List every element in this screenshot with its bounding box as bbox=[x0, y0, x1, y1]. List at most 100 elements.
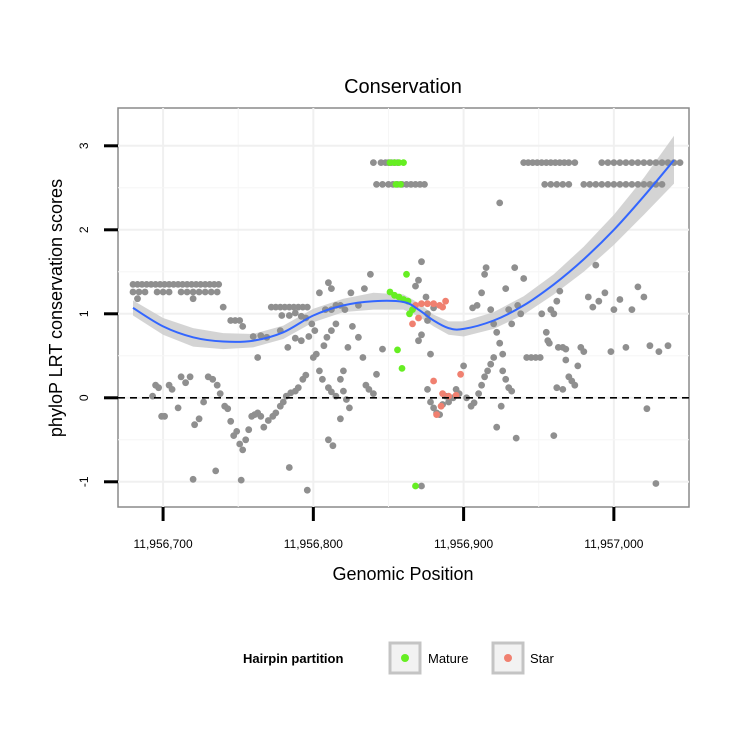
point-other bbox=[328, 327, 335, 334]
point-other bbox=[367, 270, 374, 278]
point-other bbox=[248, 412, 256, 420]
point-other bbox=[344, 344, 352, 351]
point-other bbox=[418, 482, 425, 490]
x-tick-label: 11,957,000 bbox=[584, 537, 643, 551]
point-other bbox=[141, 288, 149, 296]
point-other bbox=[325, 436, 332, 444]
x-tick-label: 11,956,700 bbox=[133, 537, 192, 551]
point-other bbox=[230, 432, 238, 439]
point-other bbox=[359, 354, 367, 361]
point-other bbox=[622, 181, 630, 188]
legend-label-mature: Mature bbox=[428, 651, 468, 666]
point-other bbox=[299, 375, 307, 383]
point-mature bbox=[400, 159, 407, 167]
point-other bbox=[571, 381, 579, 389]
point-other bbox=[257, 332, 265, 339]
legend-swatch-star bbox=[504, 654, 512, 662]
point-other bbox=[547, 181, 555, 188]
point-other bbox=[478, 381, 485, 389]
point-other bbox=[424, 317, 431, 324]
point-other bbox=[269, 412, 277, 420]
point-other bbox=[497, 402, 505, 410]
point-other bbox=[499, 367, 507, 375]
point-other bbox=[499, 350, 507, 358]
point-other bbox=[565, 181, 573, 188]
point-other bbox=[347, 289, 355, 297]
point-other bbox=[254, 354, 262, 361]
point-other bbox=[195, 415, 203, 423]
x-axis: 11,956,700 11,956,800 11,956,900 11,957,000 bbox=[133, 507, 644, 551]
point-other bbox=[481, 270, 488, 278]
point-other bbox=[328, 285, 335, 292]
point-other bbox=[610, 181, 618, 188]
smooth-line-layer bbox=[132, 159, 675, 343]
point-other bbox=[541, 181, 549, 188]
point-other bbox=[592, 261, 600, 269]
point-other bbox=[640, 181, 648, 188]
point-other bbox=[204, 373, 212, 381]
point-other bbox=[418, 258, 425, 266]
point-other bbox=[189, 475, 197, 483]
point-star bbox=[430, 377, 437, 385]
point-other bbox=[189, 288, 197, 296]
point-other bbox=[559, 386, 567, 393]
point-other bbox=[487, 306, 495, 313]
point-other bbox=[379, 181, 386, 188]
point-other bbox=[554, 344, 562, 351]
point-other bbox=[237, 476, 245, 484]
point-other bbox=[249, 333, 257, 340]
point-other bbox=[634, 159, 642, 167]
point-other bbox=[646, 342, 654, 350]
point-star bbox=[433, 411, 440, 418]
points-layer bbox=[129, 159, 684, 494]
legend-label-star: Star bbox=[530, 651, 555, 666]
x-tick-label: 11,956,800 bbox=[284, 537, 343, 551]
point-other bbox=[239, 446, 247, 454]
point-other bbox=[242, 436, 250, 444]
point-other bbox=[640, 293, 648, 301]
point-other bbox=[200, 398, 208, 406]
point-other bbox=[221, 402, 229, 410]
point-other bbox=[565, 159, 573, 167]
point-other bbox=[412, 282, 419, 290]
point-other bbox=[215, 281, 223, 288]
point-other bbox=[323, 333, 331, 341]
point-other bbox=[191, 421, 199, 429]
point-other bbox=[628, 306, 636, 313]
point-mature bbox=[412, 482, 419, 490]
point-other bbox=[219, 303, 227, 311]
point-other bbox=[643, 405, 651, 413]
point-other bbox=[320, 342, 328, 350]
point-other bbox=[634, 283, 642, 291]
point-other bbox=[607, 348, 615, 355]
point-other bbox=[311, 327, 319, 334]
point-other bbox=[493, 423, 501, 431]
point-other bbox=[427, 350, 434, 358]
point-other bbox=[628, 181, 636, 188]
point-other bbox=[496, 199, 504, 207]
point-other bbox=[550, 310, 558, 318]
point-other bbox=[475, 390, 482, 397]
point-other bbox=[502, 375, 510, 383]
y-tick-label: 0 bbox=[77, 394, 91, 401]
point-other bbox=[584, 293, 592, 301]
point-other bbox=[505, 306, 513, 313]
point-other bbox=[329, 442, 337, 450]
point-other bbox=[493, 328, 501, 336]
point-other bbox=[291, 309, 299, 317]
point-other bbox=[538, 310, 546, 318]
point-mature bbox=[406, 310, 413, 318]
point-other bbox=[325, 279, 332, 287]
point-other bbox=[550, 432, 558, 439]
point-other bbox=[658, 181, 666, 188]
point-other bbox=[186, 373, 194, 381]
point-other bbox=[622, 344, 630, 351]
point-other bbox=[473, 302, 481, 309]
point-other bbox=[129, 288, 137, 296]
point-other bbox=[422, 293, 430, 301]
point-other bbox=[545, 339, 553, 347]
point-other bbox=[213, 381, 221, 389]
point-other bbox=[361, 285, 368, 292]
point-other bbox=[589, 303, 597, 311]
